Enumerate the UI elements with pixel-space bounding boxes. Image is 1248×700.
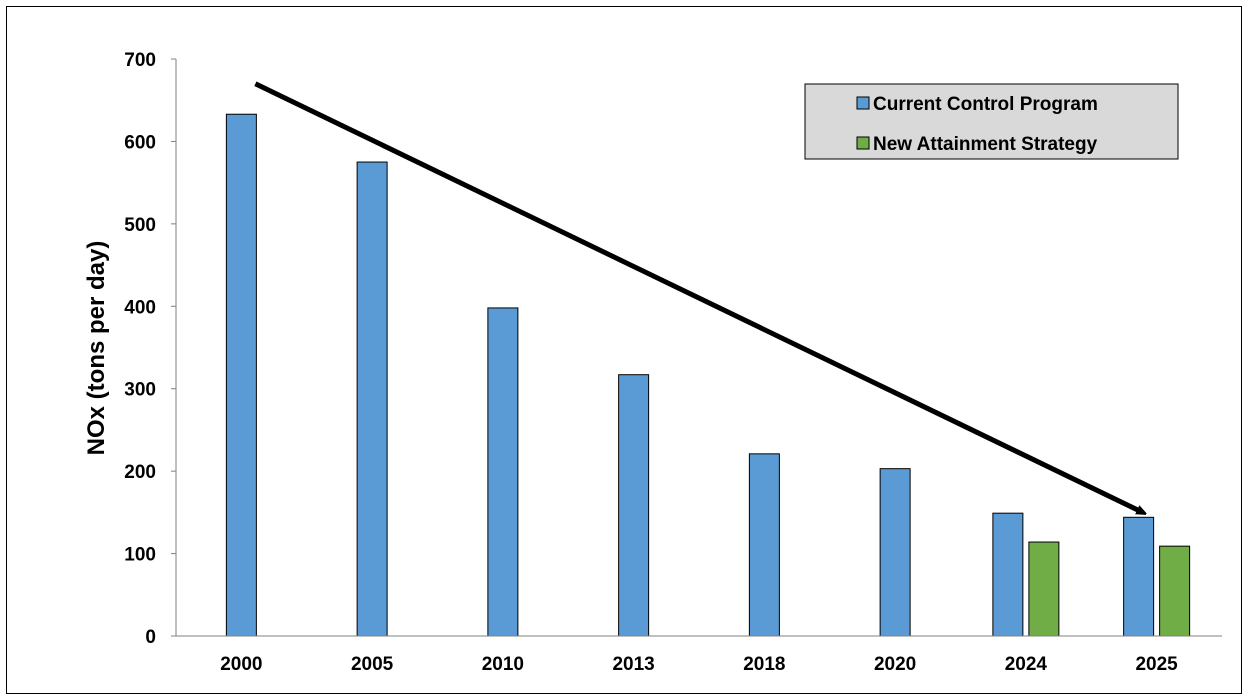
y-tick-label: 700 [124, 50, 156, 71]
x-tick-label: 2010 [482, 654, 524, 675]
x-tick-label: 2005 [351, 654, 394, 675]
bar-current-control-program [356, 161, 388, 637]
legend-label-current: Current Control Program [873, 94, 1098, 115]
bar-current-control-program [487, 307, 519, 637]
y-tick-label: 100 [124, 545, 156, 566]
x-tick-label: 2018 [743, 654, 785, 675]
y-tick-label: 300 [124, 380, 156, 401]
bars [225, 113, 1191, 637]
y-tick-label: 200 [124, 462, 156, 483]
bar-new-attainment-strategy [1028, 541, 1060, 637]
bar-current-control-program [748, 453, 780, 637]
bar-new-attainment-strategy [1159, 545, 1191, 637]
x-tick-label: 2013 [612, 654, 654, 675]
x-tick-label: 2000 [220, 654, 262, 675]
bar-current-control-program [618, 374, 650, 637]
y-axis-title: NOx (tons per day) [83, 241, 110, 456]
x-tick-label: 2020 [874, 654, 916, 675]
y-tick-label: 400 [124, 297, 156, 318]
legend-swatch-current [856, 96, 870, 110]
trend-arrow [254, 81, 1142, 513]
x-tick-label: 2024 [1005, 654, 1048, 675]
bar-current-control-program [225, 113, 257, 637]
y-tick-label: 600 [124, 132, 156, 153]
bar-current-control-program [1123, 516, 1155, 637]
legend-label-new: New Attainment Strategy [873, 134, 1098, 155]
y-axis: 0 100 200 300 400 500 600 700 [124, 50, 176, 648]
y-tick-label: 500 [124, 215, 156, 236]
x-axis: 2000 2005 2010 2013 2018 2020 2024 2025 [220, 654, 1178, 675]
x-tick-label: 2025 [1135, 654, 1178, 675]
bar-current-control-program [992, 512, 1024, 637]
legend-swatch-new [856, 136, 870, 150]
legend: Current Control Program New Attainment S… [804, 83, 1179, 160]
y-tick-label: 0 [145, 627, 156, 648]
bar-current-control-program [879, 468, 911, 637]
